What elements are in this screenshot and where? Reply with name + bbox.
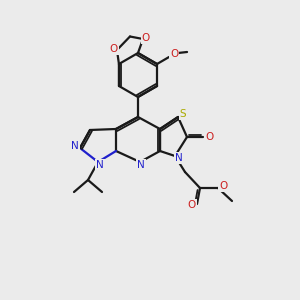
Text: S: S [180,109,186,119]
Text: O: O [205,132,213,142]
Text: N: N [96,160,104,170]
Text: O: O [170,49,178,59]
Text: O: O [110,44,118,54]
Text: N: N [137,160,145,170]
Text: O: O [142,33,150,43]
Text: N: N [175,153,183,163]
Text: N: N [71,141,79,151]
Text: O: O [188,200,196,210]
Text: O: O [219,181,227,191]
